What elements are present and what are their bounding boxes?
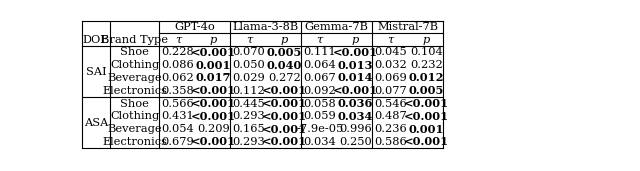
Text: 0.036: 0.036	[337, 98, 373, 109]
Text: 0.358: 0.358	[161, 86, 195, 96]
Text: τ: τ	[175, 35, 181, 45]
Text: 0.679: 0.679	[161, 137, 195, 147]
Text: 0.070: 0.070	[232, 47, 265, 57]
Text: τ: τ	[388, 35, 394, 45]
Text: Gemma-7B: Gemma-7B	[305, 22, 369, 32]
Text: 0.092: 0.092	[303, 86, 336, 96]
Text: <0.001: <0.001	[262, 85, 307, 96]
Text: 0.017: 0.017	[196, 73, 231, 83]
Text: 0.050: 0.050	[232, 60, 265, 70]
Text: 0.209: 0.209	[197, 124, 230, 134]
Text: 0.029: 0.029	[232, 73, 265, 83]
Text: <0.001: <0.001	[191, 85, 236, 96]
Text: 0.058: 0.058	[303, 98, 336, 109]
Text: τ: τ	[246, 35, 252, 45]
Text: 0.001: 0.001	[408, 124, 444, 135]
Text: ASA: ASA	[84, 118, 108, 128]
Text: τ: τ	[317, 35, 323, 45]
Text: 0.077: 0.077	[374, 86, 407, 96]
Text: 0.034: 0.034	[337, 111, 373, 122]
Text: 0.996: 0.996	[339, 124, 372, 134]
Text: 0.012: 0.012	[408, 73, 444, 83]
Text: <0.001: <0.001	[191, 98, 236, 109]
Text: <0.001: <0.001	[191, 136, 236, 147]
Text: <0.001: <0.001	[262, 136, 307, 147]
Text: 0.546: 0.546	[374, 98, 407, 109]
Text: <0.001: <0.001	[262, 111, 307, 122]
Text: 0.067: 0.067	[303, 73, 336, 83]
Text: 0.293: 0.293	[232, 137, 265, 147]
Text: Beverage: Beverage	[108, 124, 162, 134]
Text: 0.069: 0.069	[374, 73, 407, 83]
Text: -7.9e-05: -7.9e-05	[296, 124, 344, 134]
Text: Beverage: Beverage	[108, 73, 162, 83]
Text: GPT-4o: GPT-4o	[175, 22, 215, 32]
Text: 0.064: 0.064	[303, 60, 336, 70]
Text: 0.293: 0.293	[232, 111, 265, 121]
Text: <0.001: <0.001	[404, 98, 449, 109]
Text: 0.165: 0.165	[232, 124, 265, 134]
Text: <0.001: <0.001	[262, 124, 307, 135]
Text: <0.001: <0.001	[333, 85, 378, 96]
Text: Clothing: Clothing	[110, 111, 159, 121]
Text: 0.111: 0.111	[303, 47, 336, 57]
Text: 0.001: 0.001	[196, 60, 231, 71]
Text: 0.062: 0.062	[161, 73, 195, 83]
Text: 0.232: 0.232	[410, 60, 443, 70]
Text: <0.001: <0.001	[333, 47, 378, 58]
Text: <0.001: <0.001	[191, 111, 236, 122]
Text: 0.045: 0.045	[374, 47, 407, 57]
Text: 0.005: 0.005	[267, 47, 302, 58]
Text: Clothing: Clothing	[110, 60, 159, 70]
Text: 0.228: 0.228	[161, 47, 195, 57]
Text: 0.014: 0.014	[337, 73, 373, 83]
Text: 0.250: 0.250	[339, 137, 372, 147]
Text: p: p	[422, 35, 430, 45]
Text: 0.040: 0.040	[267, 60, 302, 71]
Text: p: p	[351, 35, 359, 45]
Text: SAI: SAI	[86, 67, 106, 77]
Text: 0.086: 0.086	[161, 60, 195, 70]
Text: p: p	[210, 35, 217, 45]
Text: Brand Type: Brand Type	[101, 35, 168, 45]
Text: 0.054: 0.054	[161, 124, 195, 134]
Text: <0.001: <0.001	[191, 47, 236, 58]
Text: p: p	[281, 35, 288, 45]
Text: Electronics: Electronics	[102, 86, 167, 96]
Text: 0.005: 0.005	[408, 85, 444, 96]
Text: <0.001: <0.001	[404, 111, 449, 122]
Text: 0.112: 0.112	[232, 86, 265, 96]
Text: <0.001: <0.001	[404, 136, 449, 147]
Text: <0.001: <0.001	[262, 98, 307, 109]
Text: 0.586: 0.586	[374, 137, 407, 147]
Text: 0.034: 0.034	[303, 137, 336, 147]
Text: 0.236: 0.236	[374, 124, 407, 134]
Text: 0.445: 0.445	[232, 98, 265, 109]
Text: 0.013: 0.013	[337, 60, 373, 71]
Text: DOE: DOE	[83, 35, 109, 45]
Text: Shoe: Shoe	[120, 47, 149, 57]
Text: 0.104: 0.104	[410, 47, 443, 57]
Text: 0.272: 0.272	[268, 73, 301, 83]
Text: 0.032: 0.032	[374, 60, 407, 70]
Text: Mistral-7B: Mistral-7B	[377, 22, 438, 32]
Text: Electronics: Electronics	[102, 137, 167, 147]
Text: 0.431: 0.431	[161, 111, 195, 121]
Text: 0.487: 0.487	[374, 111, 407, 121]
Text: 0.566: 0.566	[161, 98, 195, 109]
Text: 0.059: 0.059	[303, 111, 336, 121]
Text: Shoe: Shoe	[120, 98, 149, 109]
Text: Llama-3-8B: Llama-3-8B	[232, 22, 299, 32]
